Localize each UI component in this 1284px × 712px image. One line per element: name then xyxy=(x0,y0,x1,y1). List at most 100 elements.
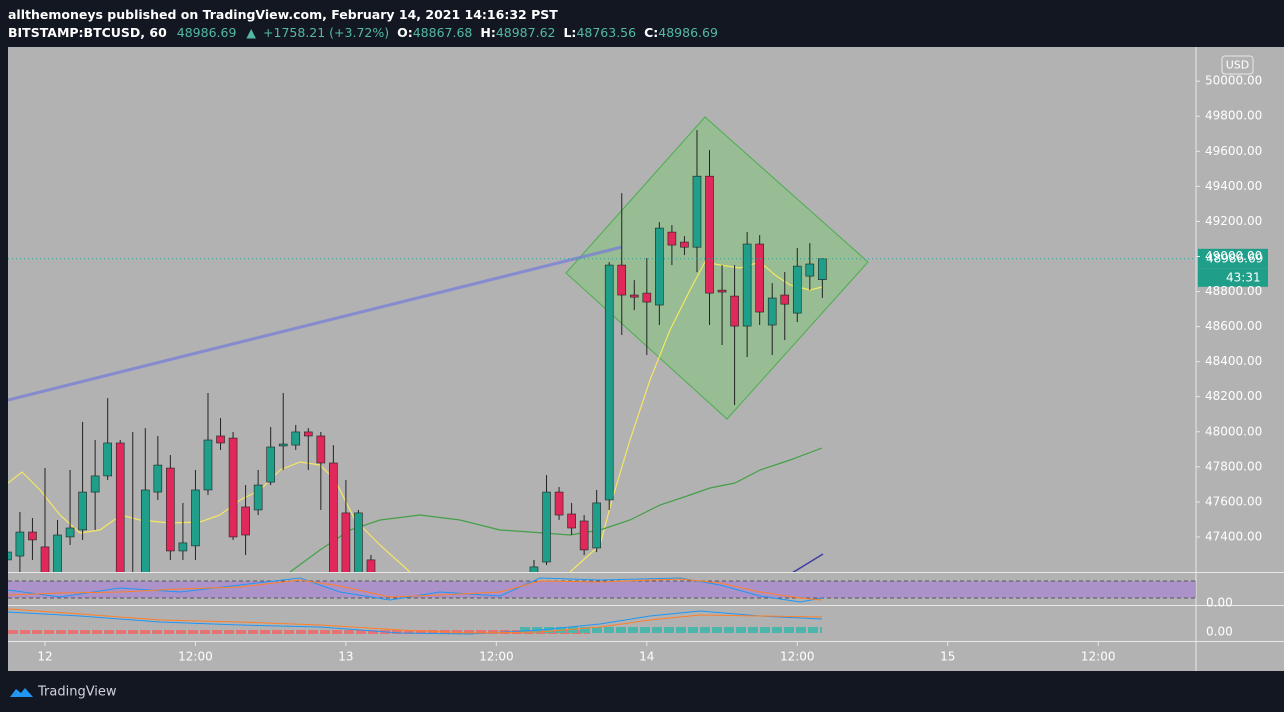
candle-body xyxy=(303,431,313,437)
currency: USD xyxy=(1226,59,1250,72)
open: 48867.68 xyxy=(413,25,473,40)
candle-body xyxy=(792,265,802,314)
x-tick-label: 12:00 xyxy=(178,650,213,664)
candle-body xyxy=(529,566,539,572)
x-tick-label: 12:00 xyxy=(1081,650,1116,664)
symbol: BITSTAMP:BTCUSD, 60 xyxy=(8,25,167,40)
candle-body xyxy=(680,241,689,248)
candle-body xyxy=(717,289,727,293)
high: 48987.62 xyxy=(496,25,556,40)
candle-body xyxy=(617,264,627,296)
candle-body xyxy=(767,297,777,326)
candle-body xyxy=(604,264,614,501)
candle-body xyxy=(730,295,739,327)
countdown-badge xyxy=(1198,268,1268,287)
countdown: 43:31 xyxy=(1226,270,1261,284)
candle-body xyxy=(341,512,351,572)
open-label: O: xyxy=(397,25,413,40)
candle-body xyxy=(40,546,50,572)
candle-body xyxy=(228,437,238,538)
candle-body xyxy=(329,462,338,572)
diamond-pattern xyxy=(565,116,869,420)
chart-bg xyxy=(8,47,1284,671)
candle-body xyxy=(153,464,163,493)
candle-body xyxy=(667,231,677,246)
candle-body xyxy=(253,484,263,511)
byline: allthemoneys published on TradingView.co… xyxy=(8,7,558,22)
candle-body xyxy=(241,506,250,536)
candle-body xyxy=(65,527,75,538)
arrow: ▲ xyxy=(246,25,256,40)
y-tick-label: 49800.00 xyxy=(1205,109,1262,123)
quote-line: BITSTAMP:BTCUSD, 60 48986.69 ▲ +1758.21 … xyxy=(8,25,718,40)
candle-body xyxy=(316,435,326,464)
currency-badge[interactable] xyxy=(1221,55,1254,75)
x-tick-label: 12 xyxy=(37,650,52,664)
candle-body xyxy=(216,435,225,444)
y-tick-label: 47600.00 xyxy=(1205,494,1262,508)
candle-body xyxy=(266,446,275,483)
y-tick-label: 48600.00 xyxy=(1205,319,1262,333)
candle-body xyxy=(291,431,301,446)
rsi-signal xyxy=(7,578,823,601)
y-tick-label: 48400.00 xyxy=(1205,354,1262,368)
candle-body xyxy=(78,491,87,531)
rsi-line xyxy=(7,577,823,603)
close: 48986.69 xyxy=(658,25,718,40)
candle-body xyxy=(354,512,363,572)
price-badge-label: 48986.69 xyxy=(1206,251,1263,265)
last-price: 48986.69 xyxy=(177,25,237,40)
candle-body xyxy=(742,243,752,327)
candle-body xyxy=(755,243,764,313)
candle-body xyxy=(655,227,664,306)
y-tick-label: 50000.00 xyxy=(1205,74,1262,88)
high-label: H: xyxy=(480,25,495,40)
candle-body xyxy=(278,443,288,447)
brand: TradingView xyxy=(37,685,117,700)
y-tick-label: 49000.00 xyxy=(1205,249,1262,263)
candle-body xyxy=(629,294,639,298)
y-tick-label: 49600.00 xyxy=(1205,144,1262,158)
candle-body xyxy=(780,294,790,305)
candle-body xyxy=(8,551,12,561)
candle-body xyxy=(15,531,25,557)
candle-body xyxy=(166,467,175,552)
x-tick-label: 14 xyxy=(639,650,654,664)
candle-body xyxy=(103,442,112,477)
candle-body xyxy=(542,491,551,563)
candle-body xyxy=(178,542,188,552)
low-label: L: xyxy=(563,25,576,40)
candle-body xyxy=(115,442,125,572)
candle-body xyxy=(705,175,714,294)
candle-body xyxy=(366,559,376,572)
x-tick-label: 13 xyxy=(338,650,353,664)
price-badge xyxy=(1198,248,1268,269)
y-tick-label: 48800.00 xyxy=(1205,284,1262,298)
candle-body xyxy=(90,475,100,493)
trend-line xyxy=(792,553,824,572)
candle-body xyxy=(592,502,601,549)
candle-body xyxy=(203,439,213,491)
candle-body xyxy=(818,258,827,280)
trend-line xyxy=(8,245,623,402)
indicator-zero: 0.00 xyxy=(1206,625,1233,639)
candle-body xyxy=(579,520,589,551)
x-tick-label: 12:00 xyxy=(479,650,514,664)
candle-body xyxy=(692,175,702,248)
macd-signal xyxy=(7,608,823,634)
y-tick-label: 48200.00 xyxy=(1205,389,1262,403)
x-tick-label: 12:00 xyxy=(780,650,815,664)
change: +1758.21 (+3.72%) xyxy=(263,25,389,40)
candle-body xyxy=(53,534,62,572)
logo xyxy=(10,688,33,697)
candle-body xyxy=(567,513,576,529)
overlay: 48986.69 43:31 xyxy=(1198,248,1268,287)
y-tick-label: 49400.00 xyxy=(1205,179,1262,193)
candle-body xyxy=(28,531,37,541)
y-tick-label: 48000.00 xyxy=(1205,424,1262,438)
candle-body xyxy=(642,292,652,303)
y-tick-label: 47400.00 xyxy=(1205,529,1262,543)
candle-body xyxy=(191,489,200,547)
rsi-band xyxy=(8,581,1196,598)
